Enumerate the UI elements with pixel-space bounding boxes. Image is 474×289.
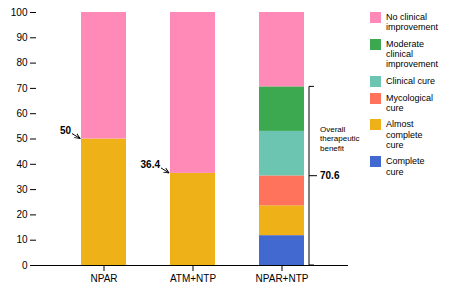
svg-text:NPAR: NPAR [90, 273, 117, 284]
svg-text:40: 40 [16, 159, 28, 170]
svg-text:10: 10 [16, 234, 28, 245]
svg-text:0: 0 [22, 260, 28, 271]
html-text:Mycological cure: Mycological cure [386, 92, 433, 114]
html-text:Complete cure: Complete cure [386, 156, 425, 177]
svg-text:ATM+NTP: ATM+NTP [170, 273, 217, 284]
svg-text:Overalltherapeuticbenefit: Overalltherapeuticbenefit [320, 125, 360, 153]
svg-text:NPAR+NTP: NPAR+NTP [256, 273, 309, 284]
svg-text:30: 30 [16, 184, 28, 195]
html-text:Clinical cure: Clinical cure [386, 75, 435, 86]
svg-text:100: 100 [11, 7, 28, 18]
svg-text:90: 90 [16, 32, 28, 43]
svg-text:50: 50 [16, 133, 28, 144]
svg-text:36.4: 36.4 [141, 159, 161, 170]
svg-text:70.6: 70.6 [320, 170, 340, 181]
html-text:Almost complete cure: Almost complete cure [386, 119, 423, 151]
html-text:No clinical improvement: No clinical improvement [386, 12, 438, 33]
svg-text:70: 70 [16, 83, 28, 94]
svg-text:20: 20 [16, 209, 28, 220]
svg-text:80: 80 [16, 57, 28, 68]
svg-text:50: 50 [60, 125, 72, 136]
html-text:Moderate clinical improvement: Moderate clinical improvement [386, 38, 438, 70]
svg-text:60: 60 [16, 108, 28, 119]
